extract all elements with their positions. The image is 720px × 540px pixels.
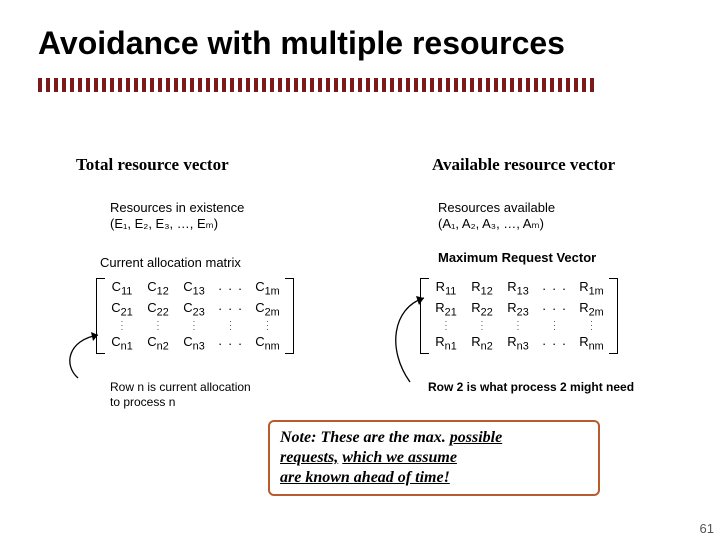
note-ul-3: which we assume xyxy=(342,449,457,466)
total-resource-vector-title: Total resource vector xyxy=(76,155,229,175)
maximum-request-vector-title: Maximum Request Vector xyxy=(438,250,596,265)
maximum-request-matrix: R11R12R13· · ·R1mR21R22R23· · ·R2m······… xyxy=(428,278,610,354)
resources-in-existence-values: (E₁, E₂, E₃, …, Eₘ) xyxy=(110,216,218,232)
row-2-caption: Row 2 is what process 2 might need xyxy=(428,380,634,394)
note-ul-2: requests, xyxy=(280,449,338,466)
current-allocation-matrix: C11C12C13· · ·C1mC21C22C23· · ·C2m······… xyxy=(104,278,286,354)
resources-available-values: (A₁, A₂, A₃, …, Aₘ) xyxy=(438,216,544,232)
page-number: 61 xyxy=(700,521,714,536)
arrow-right-icon xyxy=(382,290,442,390)
resources-available-label: Resources available xyxy=(438,200,555,215)
note-box: Note: These are the max. possible reques… xyxy=(268,420,600,496)
resources-in-existence-label: Resources in existence xyxy=(110,200,244,215)
available-resource-vector-title: Available resource vector xyxy=(432,155,615,175)
slide-title: Avoidance with multiple resources xyxy=(38,25,565,62)
note-ul-1: possible xyxy=(450,429,502,446)
note-text-1: These are the max. xyxy=(320,429,449,446)
current-allocation-matrix-title: Current allocation matrix xyxy=(100,255,241,270)
row-n-caption-line2: to process n xyxy=(110,395,175,409)
note-ul-4: are known ahead of time! xyxy=(280,469,450,486)
arrow-left-icon xyxy=(58,330,118,390)
row-n-caption-line1: Row n is current allocation xyxy=(110,380,251,394)
note-prefix: Note: xyxy=(280,429,320,446)
divider xyxy=(38,78,598,92)
